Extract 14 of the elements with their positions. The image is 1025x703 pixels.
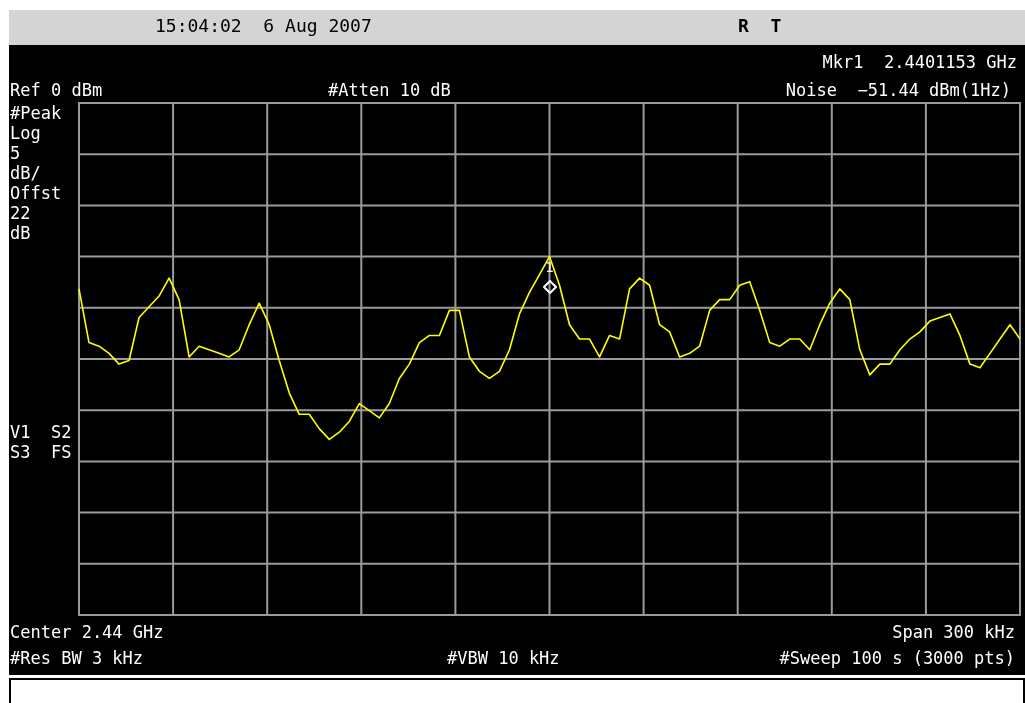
text: R T <box>738 15 782 36</box>
text: #Sweep 100 s (3000 pts) <box>779 648 1015 668</box>
text: Center 2.44 GHz <box>10 622 164 642</box>
text: Mkr1 2.4401153 GHz <box>822 52 1017 72</box>
text: #Peak Log 5 dB/ Offst 22 dB <box>10 103 62 243</box>
text: V1 S2 S3 FS <box>10 422 72 462</box>
annotation: 1 <box>545 259 554 276</box>
text: #Atten 10 dB <box>328 80 451 100</box>
text: 15:04:02 6 Aug 2007 <box>155 15 372 36</box>
text: Ref 0 dBm <box>10 80 103 100</box>
text: #Res BW 3 kHz <box>10 648 144 668</box>
text: Span 300 kHz <box>892 622 1015 642</box>
text: Noise −51.44 dBm(1Hz) <box>785 80 1011 100</box>
text: #VBW 10 kHz <box>447 648 560 668</box>
